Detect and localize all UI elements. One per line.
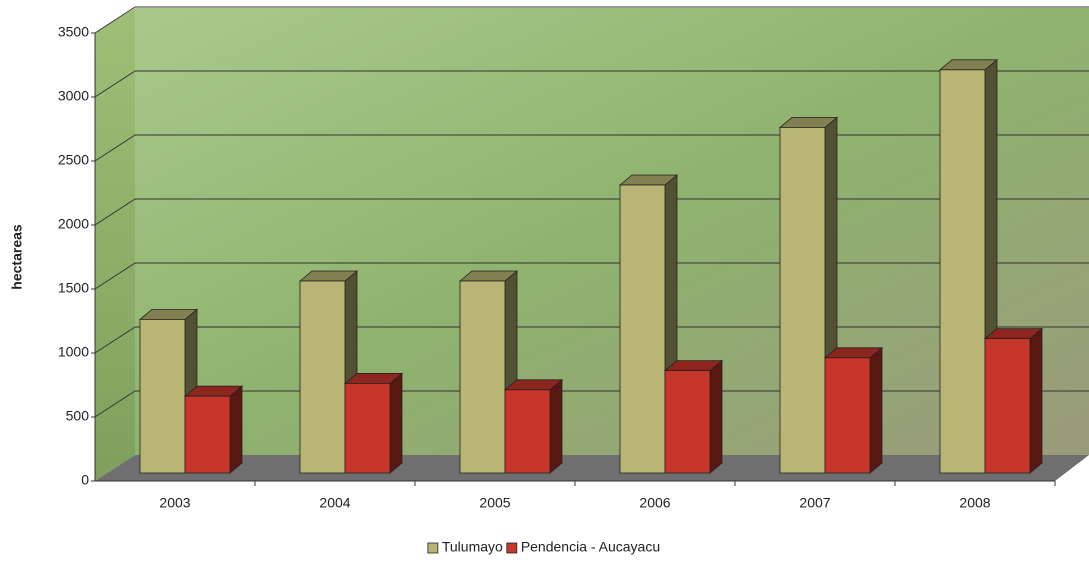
grid-line	[94, 6, 136, 34]
y-tick-label: 2500	[58, 152, 89, 168]
legend-swatch	[506, 542, 518, 554]
y-tick-label: 2000	[58, 216, 89, 232]
legend-label: Tulumayo	[442, 539, 503, 555]
bar-side	[709, 359, 723, 474]
y-tick-label: 3500	[58, 24, 89, 40]
y-tick-label: 1500	[58, 280, 89, 296]
y-tick-label: 0	[81, 472, 89, 488]
bar	[184, 395, 231, 474]
back-wall	[135, 8, 1089, 455]
bar	[459, 280, 506, 474]
y-tick-label: 3000	[58, 88, 89, 104]
bar	[504, 389, 551, 474]
bar	[139, 318, 186, 474]
bar-side	[549, 378, 563, 474]
y-tick-label: 1000	[58, 344, 89, 360]
side-wall	[95, 8, 135, 481]
bar-side	[389, 372, 403, 474]
grid-line	[94, 134, 136, 162]
y-axis-title: hectareas	[9, 224, 25, 290]
bar	[344, 382, 391, 474]
bar	[939, 69, 986, 474]
grid-line	[94, 70, 136, 98]
bar-side	[229, 385, 243, 474]
bar-side	[869, 346, 883, 474]
x-tick-label: 2006	[639, 495, 670, 511]
x-tick-label: 2008	[959, 495, 990, 511]
x-tick-label: 2004	[319, 495, 350, 511]
grid-line	[94, 262, 136, 290]
grid-line	[94, 326, 136, 354]
legend-swatch	[427, 542, 439, 554]
x-tick-label: 2005	[479, 495, 510, 511]
bar	[824, 357, 871, 474]
y-tick-label: 500	[66, 408, 90, 424]
bar	[779, 127, 826, 474]
x-tick-label: 2003	[159, 495, 190, 511]
bar	[619, 184, 666, 474]
legend-label: Pendencia - Aucayacu	[521, 539, 660, 555]
bar	[984, 338, 1031, 474]
bar	[299, 280, 346, 474]
grid-line	[94, 198, 136, 226]
x-tick-label: 2007	[799, 495, 830, 511]
bar	[664, 370, 711, 474]
bar-side	[1029, 327, 1043, 474]
grid-line	[94, 390, 136, 418]
legend: Tulumayo Pendencia - Aucayacu	[427, 539, 660, 555]
